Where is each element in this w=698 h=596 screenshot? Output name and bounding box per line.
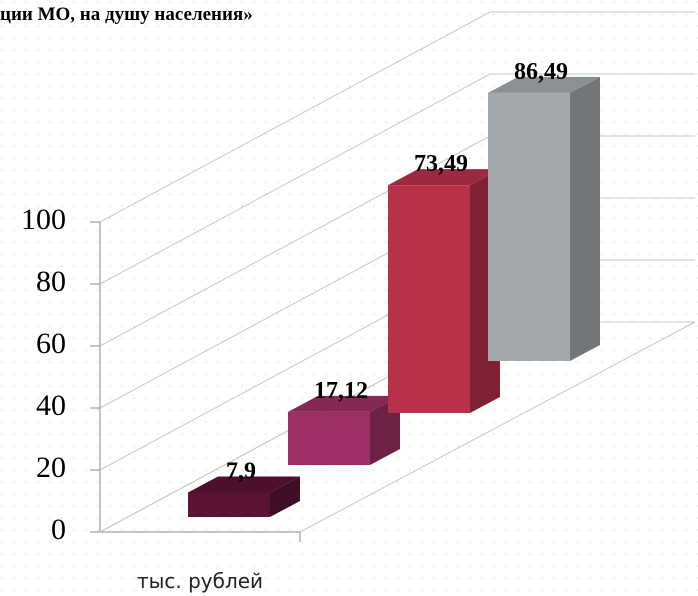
bar [288,411,370,465]
y-tick-label: 40 [36,389,66,422]
y-tick-label: 0 [51,513,66,546]
bar-side [270,476,300,517]
y-tick-label: 80 [36,265,66,298]
value-label: 73,49 [414,151,468,177]
bar-side [370,395,400,465]
grid-line [99,11,695,223]
bar [388,185,470,413]
value-label: 7,9 [226,459,256,485]
bar-top [288,395,400,412]
y-tick-label: 20 [36,451,66,484]
value-label: 17,12 [314,378,368,404]
y-tick-label: 60 [36,327,66,360]
bar-side [570,76,600,362]
bar-top [388,169,500,186]
chart-title: ции МО, на душу населения» [0,4,253,25]
bar-top [188,476,300,493]
bar [188,492,270,517]
bar-top [488,76,600,93]
grid-line [99,73,695,285]
x-axis-label: тыс. рублей [137,569,263,593]
value-label: 86,49 [514,59,568,85]
bar [488,92,570,362]
y-tick-label: 100 [21,203,66,236]
